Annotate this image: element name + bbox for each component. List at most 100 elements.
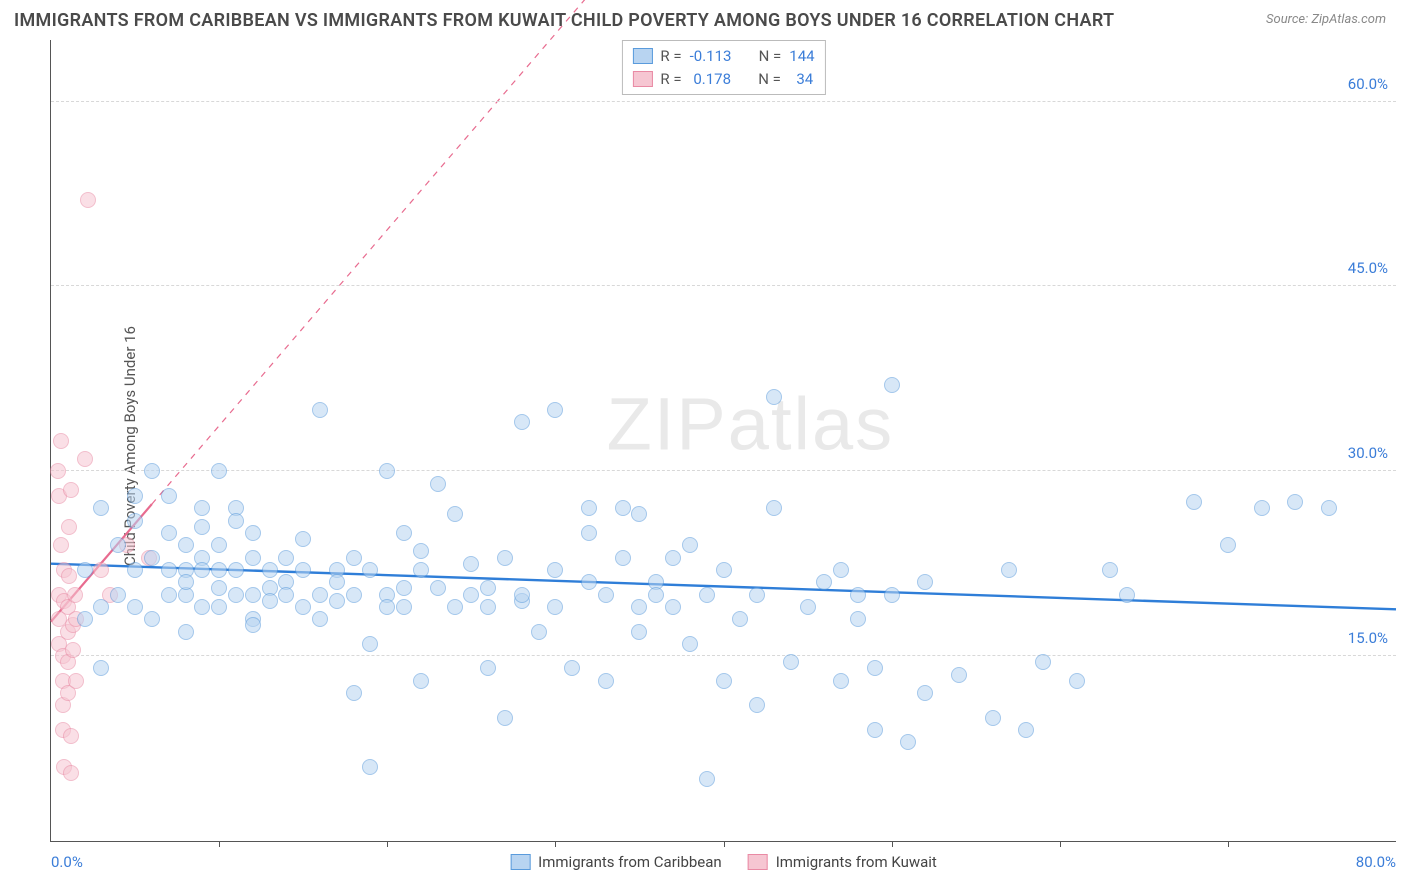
data-point-caribbean: [346, 685, 362, 701]
data-point-caribbean: [732, 611, 748, 627]
data-point-caribbean: [211, 599, 227, 615]
data-point-caribbean: [1287, 494, 1303, 510]
data-point-caribbean: [161, 488, 177, 504]
data-point-caribbean: [514, 414, 530, 430]
data-point-caribbean: [447, 599, 463, 615]
data-point-kuwait: [80, 192, 96, 208]
data-point-caribbean: [127, 599, 143, 615]
data-point-caribbean: [178, 624, 194, 640]
data-point-caribbean: [93, 599, 109, 615]
data-point-caribbean: [295, 562, 311, 578]
legend-row-caribbean: R = -0.113 N = 144: [632, 45, 814, 68]
data-point-caribbean: [497, 710, 513, 726]
data-point-caribbean: [312, 402, 328, 418]
legend-row-kuwait: R = 0.178 N = 34: [632, 68, 814, 91]
data-point-caribbean: [749, 587, 765, 603]
data-point-caribbean: [631, 599, 647, 615]
data-point-caribbean: [1035, 654, 1051, 670]
data-point-caribbean: [985, 710, 1001, 726]
data-point-caribbean: [413, 543, 429, 559]
data-point-caribbean: [665, 599, 681, 615]
data-point-caribbean: [194, 519, 210, 535]
stat-n-value-kuwait: 34: [789, 68, 813, 91]
data-point-caribbean: [77, 611, 93, 627]
data-point-caribbean: [1069, 673, 1085, 689]
data-point-caribbean: [463, 587, 479, 603]
source-label: Source:: [1266, 12, 1308, 27]
data-point-caribbean: [278, 587, 294, 603]
swatch-caribbean: [632, 48, 652, 64]
data-point-caribbean: [867, 660, 883, 676]
data-point-caribbean: [547, 599, 563, 615]
data-point-caribbean: [917, 574, 933, 590]
grid-line: [51, 655, 1396, 656]
legend-label-caribbean: Immigrants from Caribbean: [538, 853, 722, 871]
data-point-caribbean: [413, 562, 429, 578]
data-point-caribbean: [699, 587, 715, 603]
data-point-caribbean: [413, 673, 429, 689]
data-point-caribbean: [766, 500, 782, 516]
data-point-caribbean: [547, 402, 563, 418]
data-point-caribbean: [245, 587, 261, 603]
data-point-caribbean: [833, 562, 849, 578]
data-point-caribbean: [396, 525, 412, 541]
data-point-caribbean: [514, 587, 530, 603]
data-point-caribbean: [1001, 562, 1017, 578]
data-point-caribbean: [480, 599, 496, 615]
stat-n-spacer-2: [739, 68, 750, 91]
data-point-caribbean: [1119, 587, 1135, 603]
data-point-caribbean: [665, 550, 681, 566]
data-point-kuwait: [63, 765, 79, 781]
data-point-caribbean: [161, 562, 177, 578]
data-point-caribbean: [564, 660, 580, 676]
chart-title: IMMIGRANTS FROM CARIBBEAN VS IMMIGRANTS …: [14, 10, 1114, 31]
legend-item-caribbean: Immigrants from Caribbean: [510, 853, 722, 871]
data-point-kuwait: [93, 562, 109, 578]
x-tick: [1228, 841, 1229, 847]
data-point-caribbean: [144, 463, 160, 479]
data-point-caribbean: [211, 537, 227, 553]
data-point-caribbean: [749, 697, 765, 713]
data-point-kuwait: [65, 642, 81, 658]
data-point-caribbean: [531, 624, 547, 640]
data-point-caribbean: [278, 550, 294, 566]
grid-line: [51, 285, 1396, 286]
data-point-caribbean: [631, 506, 647, 522]
data-point-caribbean: [850, 611, 866, 627]
data-point-caribbean: [1254, 500, 1270, 516]
data-point-kuwait: [77, 451, 93, 467]
stat-n-value-caribbean: 144: [789, 45, 814, 68]
data-point-kuwait: [63, 728, 79, 744]
trend-lines-layer: [51, 40, 1396, 841]
data-point-caribbean: [900, 734, 916, 750]
data-point-caribbean: [581, 525, 597, 541]
data-point-caribbean: [379, 599, 395, 615]
stat-r-label-2: R =: [660, 68, 681, 91]
data-point-caribbean: [312, 587, 328, 603]
data-point-caribbean: [430, 580, 446, 596]
data-point-caribbean: [682, 537, 698, 553]
data-point-caribbean: [194, 599, 210, 615]
data-point-caribbean: [329, 593, 345, 609]
data-point-caribbean: [161, 587, 177, 603]
x-tick: [1060, 841, 1061, 847]
legend-swatch-caribbean: [510, 854, 530, 870]
x-tick: [555, 841, 556, 847]
data-point-caribbean: [228, 587, 244, 603]
stat-n-label-text-2: N =: [758, 68, 781, 91]
y-tick-label: 15.0%: [1348, 629, 1388, 647]
legend-swatch-kuwait: [748, 854, 768, 870]
y-tick-label: 30.0%: [1348, 444, 1388, 462]
data-point-caribbean: [245, 550, 261, 566]
data-point-caribbean: [648, 587, 664, 603]
data-point-caribbean: [93, 660, 109, 676]
data-point-caribbean: [262, 562, 278, 578]
data-point-caribbean: [262, 593, 278, 609]
data-point-caribbean: [951, 667, 967, 683]
series-legend: Immigrants from Caribbean Immigrants fro…: [510, 853, 937, 871]
data-point-caribbean: [110, 537, 126, 553]
data-point-caribbean: [547, 562, 563, 578]
stat-n-label-text: N =: [759, 45, 782, 68]
data-point-kuwait: [61, 568, 77, 584]
data-point-caribbean: [1186, 494, 1202, 510]
